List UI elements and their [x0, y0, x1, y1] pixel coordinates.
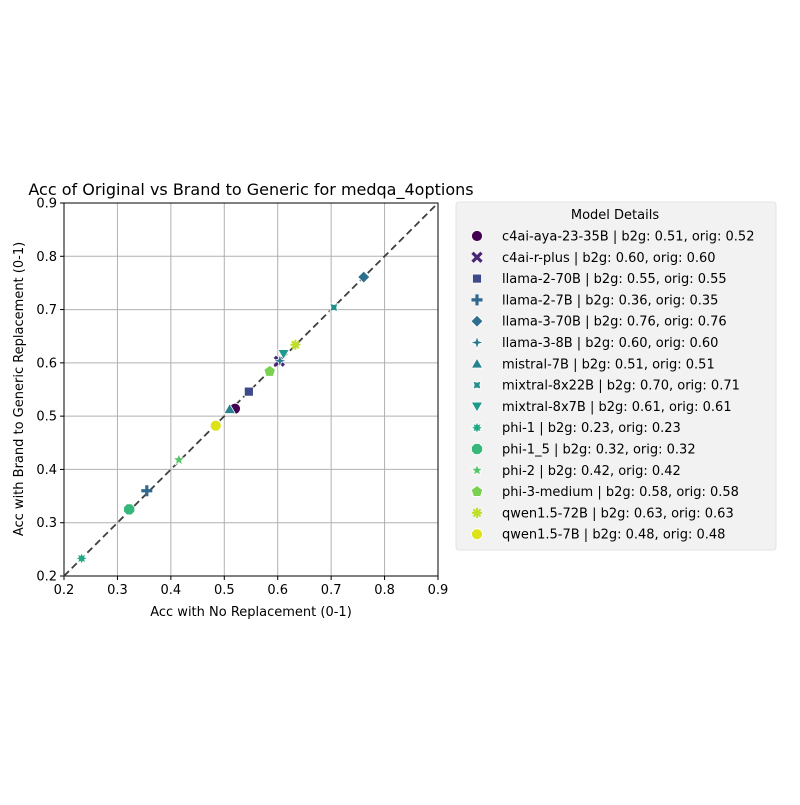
data-point [172, 452, 186, 466]
data-point [243, 386, 254, 397]
plot-frame [63, 202, 439, 577]
legend-entry-label: phi-1 | b2g: 0.23, orig: 0.23 [502, 421, 681, 436]
x-tick-label: 0.4 [161, 583, 182, 598]
x-tick-label: 0.3 [107, 583, 128, 598]
legend-marker [471, 294, 483, 306]
grid [63, 202, 439, 577]
legend-marker [470, 314, 484, 328]
legend-entry-label: c4ai-aya-23-35B | b2g: 0.51, orig: 0.52 [502, 230, 754, 245]
data-point [290, 339, 301, 350]
legend-marker [471, 528, 483, 541]
legend-marker [472, 380, 482, 390]
legend: Model Details c4ai-aya-23-35B | b2g: 0.5… [455, 201, 777, 551]
x-axis-label: Acc with No Replacement (0-1) [150, 605, 352, 620]
y-tick-label: 0.4 [36, 463, 57, 478]
x-tick-label: 0.5 [214, 583, 235, 598]
y-tick-label: 0.5 [36, 410, 57, 425]
data-point [141, 485, 153, 497]
y-tick-label: 0.7 [36, 303, 57, 318]
data-point [329, 302, 339, 312]
y-tick-label: 0.3 [36, 516, 57, 531]
x-tick-label: 0.9 [428, 583, 449, 598]
x-tick-label: 0.7 [321, 583, 342, 598]
legend-marker [472, 507, 482, 518]
y-tick-label: 0.6 [36, 356, 57, 371]
y-axis-label: Acc with Brand to Generic Replacement (0… [12, 242, 27, 536]
legend-entry-label: phi-1_5 | b2g: 0.32, orig: 0.32 [502, 443, 696, 458]
legend-entry-label: llama-3-8B | b2g: 0.60, orig: 0.60 [502, 336, 718, 351]
y-tick-label: 0.8 [36, 250, 57, 265]
y-tick-label: 0.9 [36, 197, 57, 212]
y-tick-label: 0.2 [36, 570, 57, 585]
x-tick-label: 0.2 [54, 583, 75, 598]
legend-marker [470, 401, 484, 413]
data-point [74, 551, 89, 566]
legend-box [455, 201, 777, 551]
legend-marker [470, 485, 484, 497]
data-point [209, 419, 222, 432]
legend-entry-label: llama-2-70B | b2g: 0.55, orig: 0.55 [502, 272, 727, 287]
legend-marker [471, 443, 483, 455]
legend-entry-label: qwen1.5-72B | b2g: 0.63, orig: 0.63 [502, 506, 734, 521]
legend-marker [472, 273, 482, 284]
legend-entry-label: mixtral-8x22B | b2g: 0.70, orig: 0.71 [502, 379, 740, 394]
legend-marker [470, 463, 484, 477]
data-point [272, 352, 288, 369]
legend-entry-label: qwen1.5-7B | b2g: 0.48, orig: 0.48 [502, 528, 725, 543]
legend-title: Model Details [571, 208, 659, 223]
data-point [123, 503, 136, 516]
legend-marker [471, 230, 483, 242]
legend-marker [469, 420, 485, 435]
axes: 0.2 0.3 0.4 0.5 0.6 0.7 0.8 0.9 0.2 0.3 0.4 0.5 0.6 0… [36, 197, 448, 599]
data-points [74, 270, 371, 566]
legend-marker [470, 357, 484, 369]
legend-entry-label: mixtral-8x7B | b2g: 0.61, orig: 0.61 [502, 400, 732, 415]
legend-entry-label: phi-2 | b2g: 0.42, orig: 0.42 [502, 464, 681, 479]
legend-entry-label: c4ai-r-plus | b2g: 0.60, orig: 0.60 [502, 251, 716, 266]
legend-entry-label: phi-3-medium | b2g: 0.58, orig: 0.58 [502, 485, 739, 500]
legend-entry-label: llama-3-70B | b2g: 0.76, orig: 0.76 [502, 315, 727, 330]
data-point [223, 402, 236, 414]
x-tick-label: 0.8 [374, 583, 395, 598]
legend-entry-label: llama-2-7B | b2g: 0.36, orig: 0.35 [502, 293, 718, 308]
chart-title: Acc of Original vs Brand to Generic for … [28, 180, 473, 200]
legend-entry-label: mistral-7B | b2g: 0.51, orig: 0.51 [502, 357, 715, 372]
x-tick-label: 0.6 [267, 583, 288, 598]
data-point [357, 270, 371, 284]
legend-marker [471, 251, 483, 263]
legend-marker [469, 334, 485, 351]
data-point [277, 349, 290, 361]
data-point [263, 364, 276, 377]
